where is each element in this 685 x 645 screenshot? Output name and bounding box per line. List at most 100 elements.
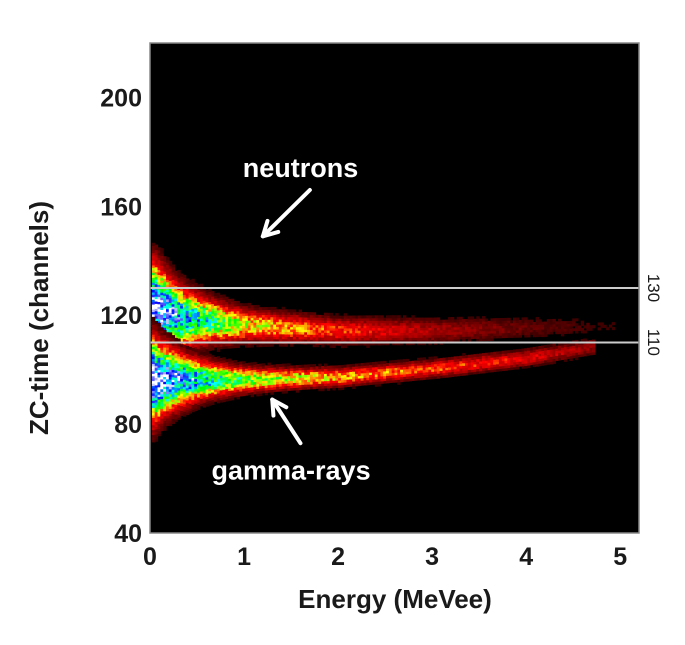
heatmap-cell <box>535 324 539 328</box>
heatmap-cell <box>515 354 520 358</box>
heatmap-cell <box>544 349 548 353</box>
heatmap-cell <box>202 327 207 331</box>
heatmap-cell <box>225 378 229 382</box>
heatmap-cell <box>419 337 424 341</box>
heatmap-cell <box>250 374 254 378</box>
heatmap-cell <box>188 395 192 399</box>
heatmap-cell <box>431 332 435 336</box>
heatmap-cell <box>326 385 331 389</box>
heatmap-cell <box>270 319 274 323</box>
heatmap-cell <box>211 313 215 317</box>
heatmap-cell <box>408 327 412 331</box>
heatmap-cell <box>467 354 472 358</box>
heatmap-cell <box>174 394 178 398</box>
heatmap-cell <box>326 325 331 328</box>
heatmap-cell <box>151 245 156 249</box>
heatmap-cell <box>247 392 252 396</box>
heatmap-cell <box>151 291 156 295</box>
heatmap-cell <box>442 324 446 328</box>
heatmap-cell <box>360 332 364 336</box>
heatmap-cell <box>349 335 353 339</box>
heatmap-cell <box>490 354 494 358</box>
heatmap-cell <box>312 327 317 330</box>
heatmap-cell <box>208 289 212 293</box>
heatmap-cell <box>168 312 173 316</box>
heatmap-cell <box>442 357 446 361</box>
heatmap-cell <box>527 360 531 364</box>
heatmap-cell <box>380 373 384 377</box>
heatmap-cell <box>459 365 463 369</box>
heatmap-cell <box>222 323 226 327</box>
heatmap-cell <box>208 316 212 320</box>
heatmap-cell <box>487 338 491 341</box>
heatmap-cell <box>191 355 195 359</box>
heatmap-cell <box>273 374 277 378</box>
heatmap-cell <box>188 405 192 409</box>
heatmap-cell <box>419 367 424 371</box>
heatmap-cell <box>259 380 263 384</box>
heatmap-cell <box>219 360 223 364</box>
heatmap-cell <box>177 343 181 347</box>
heatmap-cell <box>563 330 568 334</box>
heatmap-cell <box>245 390 249 394</box>
heatmap-cell <box>180 344 184 348</box>
heatmap-cell <box>462 365 466 369</box>
heatmap-cell <box>273 381 277 385</box>
heatmap-cell <box>363 335 367 338</box>
heatmap-cell <box>199 332 204 336</box>
heatmap-cell <box>315 317 319 321</box>
heatmap-cell <box>154 377 159 381</box>
heatmap-cell <box>363 362 367 366</box>
heatmap-cell <box>434 356 438 360</box>
heatmap-cell <box>194 287 198 291</box>
heatmap-cell <box>383 370 387 374</box>
heatmap-cell <box>157 391 161 395</box>
heatmap-cell <box>479 328 483 332</box>
heatmap-cell <box>479 370 483 374</box>
heatmap-cell <box>529 326 534 330</box>
heatmap-cell <box>216 393 221 396</box>
heatmap-cell <box>245 385 249 389</box>
heatmap-cell <box>174 338 178 341</box>
heatmap-cell <box>160 352 164 355</box>
heatmap-cell <box>264 367 269 371</box>
heatmap-cell <box>253 317 257 321</box>
heatmap-cell <box>566 328 570 332</box>
heatmap-cell <box>185 360 190 364</box>
heatmap-cell <box>157 306 161 310</box>
heatmap-cell <box>428 332 432 336</box>
heatmap-cell <box>177 311 181 315</box>
heatmap-cell <box>507 320 511 324</box>
heatmap-cell <box>216 378 221 382</box>
heatmap-cell <box>205 379 209 383</box>
heatmap-cell <box>166 308 170 312</box>
heatmap-cell <box>563 354 568 357</box>
heatmap-cell <box>355 342 359 346</box>
heatmap-cell <box>544 359 548 363</box>
heatmap-cell <box>292 324 297 328</box>
heatmap-cell <box>171 374 175 378</box>
heatmap-cell <box>346 366 350 370</box>
heatmap-cell <box>151 252 156 256</box>
heatmap-cell <box>309 314 314 318</box>
heatmap-cell <box>171 362 175 366</box>
heatmap-cell <box>380 378 384 382</box>
heatmap-cell <box>380 363 384 367</box>
annotation-arrow-head <box>270 397 289 418</box>
heatmap-cell <box>544 362 548 366</box>
heatmap-cell <box>151 363 156 367</box>
heatmap-cell <box>357 337 362 341</box>
heatmap-cell <box>586 345 590 349</box>
heatmap-cell <box>157 369 161 373</box>
heatmap-cell <box>338 335 342 339</box>
heatmap-cell <box>453 373 458 377</box>
heatmap-cell <box>278 319 283 323</box>
heatmap-cell <box>151 262 156 266</box>
heatmap-cell <box>301 367 305 371</box>
heatmap-cell <box>222 316 226 320</box>
heatmap-cell <box>208 301 212 305</box>
heatmap-cell <box>230 325 235 329</box>
heatmap-cell <box>157 345 161 349</box>
heatmap-cell <box>428 371 432 375</box>
heatmap-cell <box>462 370 466 374</box>
